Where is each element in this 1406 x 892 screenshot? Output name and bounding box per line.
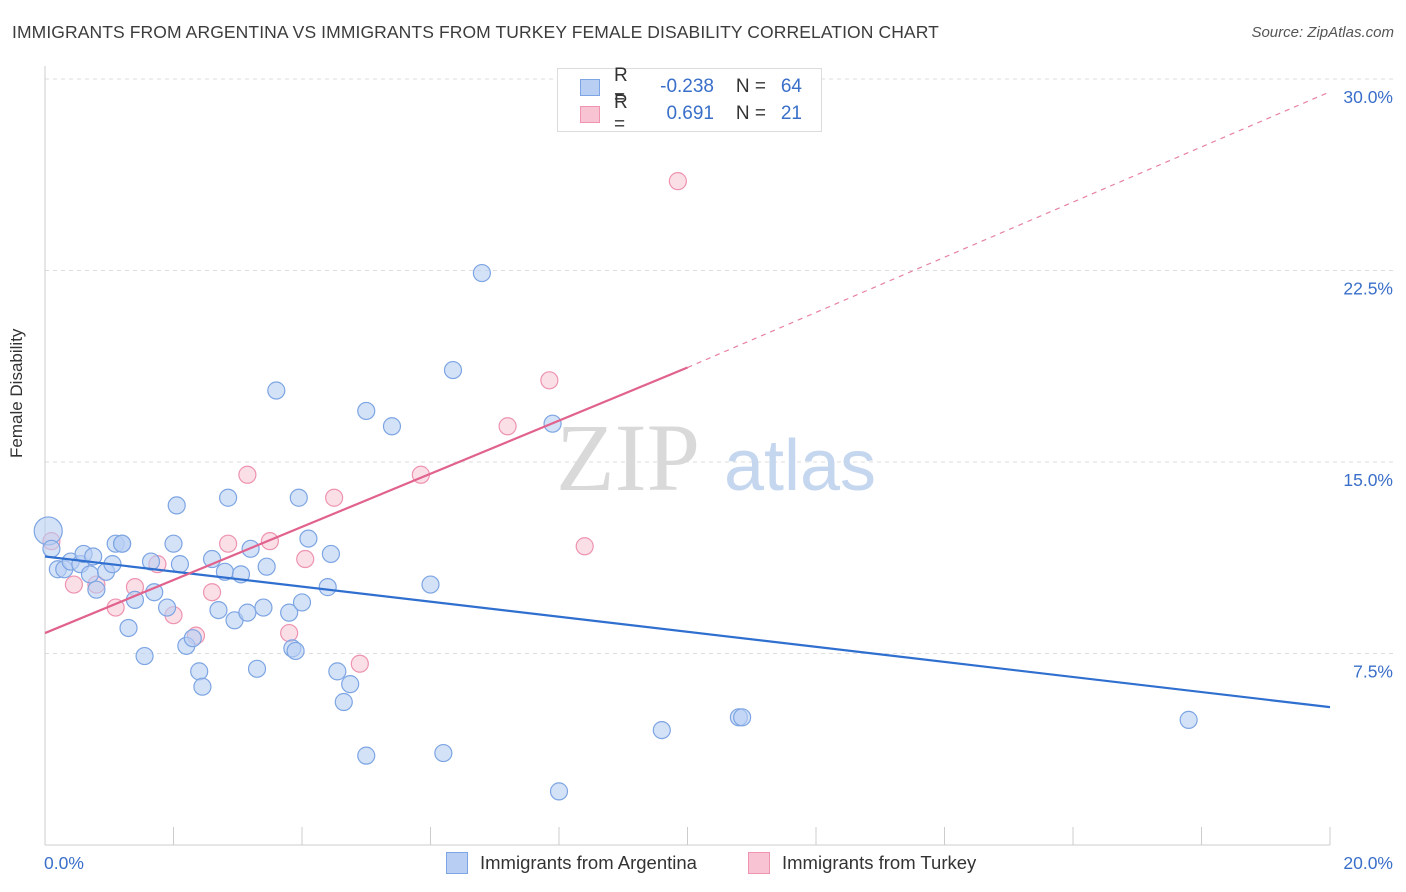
argentina-point [119, 618, 138, 638]
legend-item-argentina: Immigrants from Argentina [446, 852, 697, 874]
turkey-point [498, 417, 517, 436]
argentina-point [299, 529, 318, 548]
chart-title: IMMIGRANTS FROM ARGENTINA VS IMMIGRANTS … [12, 22, 939, 42]
turkey-swatch [580, 105, 600, 123]
argentina-point [549, 782, 569, 801]
r-label: R = [614, 65, 628, 108]
series-legend: Immigrants from Argentina Immigrants fro… [0, 852, 1406, 878]
turkey-legend-label: Immigrants from Turkey [782, 852, 977, 873]
argentina-point [334, 692, 353, 712]
turkey-point [202, 583, 222, 602]
x-tick-label: 20.0% [1343, 853, 1393, 873]
turkey-point [668, 172, 687, 191]
argentina-point [112, 534, 132, 553]
turkey-point [296, 549, 315, 569]
argentina-point [357, 746, 376, 765]
y-tick-label: 30.0% [1343, 87, 1393, 107]
argentina-point [190, 662, 209, 681]
argentina-point [254, 598, 273, 617]
turkey-point [64, 575, 84, 594]
argentina-point [341, 675, 360, 694]
y-axis-label: Female Disability [7, 328, 26, 458]
argentina-point [209, 600, 228, 620]
argentina-point [219, 488, 238, 507]
legend-row-turkey: R = 0.691 N = 21 [580, 92, 802, 135]
argentina-point [286, 641, 305, 661]
argentina-legend-label: Immigrants from Argentina [480, 852, 697, 873]
argentina-point [652, 720, 671, 740]
argentina-point [238, 603, 257, 622]
argentina-point [135, 646, 154, 666]
argentina-point [318, 578, 337, 597]
n-value: 64 [780, 76, 802, 97]
n-label: N = [735, 103, 766, 124]
argentina-point [247, 659, 267, 678]
turkey-point [219, 534, 238, 553]
argentina-point [292, 593, 312, 612]
r-label: R = [614, 92, 628, 135]
argentina-point [170, 555, 190, 574]
n-label: N = [735, 76, 766, 97]
argentina-point [87, 580, 106, 599]
y-tick-label: 22.5% [1343, 279, 1393, 299]
turkey-point [238, 465, 257, 484]
argentina-swatch [580, 78, 600, 96]
turkey-point [575, 537, 594, 556]
r-value: -0.238 [660, 76, 714, 97]
argentina-point [328, 662, 347, 681]
argentina-point [434, 743, 453, 763]
argentina-point [183, 629, 202, 648]
watermark: ZIP atlas [556, 404, 876, 511]
argentina-point [421, 575, 440, 594]
watermark-atlas: atlas [724, 426, 876, 506]
argentina-legend-swatch [446, 852, 468, 874]
argentina-points [33, 263, 1198, 801]
chart-source: Source: ZipAtlas.com [1251, 24, 1394, 41]
argentina-point [280, 603, 299, 622]
argentina-point [267, 381, 286, 400]
argentina-point [289, 488, 308, 507]
argentina-point [472, 263, 491, 283]
argentina-point [164, 534, 183, 553]
argentina-point [167, 496, 186, 515]
argentina-point [321, 544, 341, 564]
argentina-point [157, 598, 177, 617]
y-tick-label: 15.0% [1343, 470, 1393, 490]
turkey-point [280, 623, 299, 643]
turkey-legend-swatch [748, 852, 770, 874]
turkey-trend-extension [687, 91, 1331, 369]
turkey-point [325, 488, 344, 507]
watermark-zip: ZIP [556, 404, 700, 511]
grid-lines [45, 78, 1395, 654]
turkey-point [540, 371, 559, 390]
argentina-point [1179, 710, 1198, 729]
argentina-point [80, 565, 100, 584]
argentina-point [42, 539, 61, 558]
argentina-trend-line [44, 555, 1331, 709]
axes [44, 66, 1331, 846]
argentina-point [382, 417, 402, 436]
turkey-trend-line [44, 366, 688, 635]
n-value: 21 [780, 103, 802, 124]
argentina-point [257, 557, 276, 576]
legend-item-turkey: Immigrants from Turkey [748, 852, 976, 874]
argentina-point [193, 677, 212, 696]
turkey-point [350, 654, 369, 673]
argentina-point [733, 708, 752, 727]
argentina-point [357, 401, 376, 421]
legend-row-argentina: R = -0.238 N = 64 [580, 65, 802, 108]
tick-labels: 7.5% 15.0% 22.5% 30.0% 0.0% 20.0% [44, 87, 1393, 873]
x-tick-label: 0.0% [44, 853, 84, 873]
y-tick-label: 7.5% [1353, 662, 1393, 682]
argentina-point [141, 552, 161, 571]
argentina-point [443, 360, 463, 380]
r-value: 0.691 [666, 103, 714, 124]
trend-lines [44, 91, 1331, 709]
correlation-legend: R = -0.238 N = 64 R = 0.691 N = 21 [557, 65, 822, 135]
